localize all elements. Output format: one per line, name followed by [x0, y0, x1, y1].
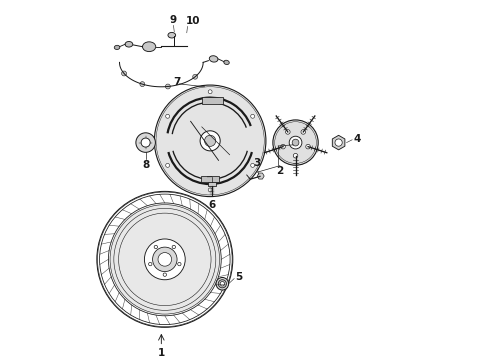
Ellipse shape — [224, 60, 229, 64]
Text: 1: 1 — [158, 348, 165, 358]
Circle shape — [220, 282, 224, 286]
Circle shape — [216, 278, 229, 290]
Circle shape — [289, 136, 302, 149]
Circle shape — [110, 204, 220, 314]
Circle shape — [166, 84, 171, 89]
Circle shape — [154, 85, 266, 197]
Circle shape — [273, 120, 318, 165]
Circle shape — [200, 131, 220, 151]
Circle shape — [286, 130, 290, 134]
Text: 8: 8 — [142, 160, 149, 170]
Circle shape — [141, 138, 150, 147]
Ellipse shape — [168, 32, 175, 38]
Text: 10: 10 — [185, 16, 200, 26]
Circle shape — [108, 203, 221, 316]
Bar — [201, 176, 219, 182]
Ellipse shape — [114, 45, 120, 50]
Circle shape — [148, 262, 152, 266]
Circle shape — [163, 273, 167, 276]
Text: 4: 4 — [353, 134, 361, 144]
Text: 7: 7 — [173, 77, 180, 87]
Circle shape — [122, 71, 126, 76]
Text: 5: 5 — [236, 272, 243, 282]
Circle shape — [193, 74, 197, 79]
Ellipse shape — [143, 42, 156, 51]
Text: 2: 2 — [276, 166, 284, 176]
Circle shape — [208, 188, 212, 192]
Circle shape — [251, 114, 255, 118]
Circle shape — [166, 163, 170, 167]
Circle shape — [172, 245, 175, 249]
Text: 6: 6 — [208, 200, 216, 210]
Circle shape — [154, 245, 157, 249]
Circle shape — [251, 163, 255, 167]
Circle shape — [294, 153, 298, 158]
Text: 3: 3 — [254, 158, 261, 168]
Circle shape — [140, 82, 145, 86]
Ellipse shape — [125, 41, 133, 47]
Circle shape — [136, 133, 155, 152]
Text: 9: 9 — [170, 15, 177, 25]
Circle shape — [335, 139, 342, 146]
Circle shape — [152, 247, 177, 271]
Circle shape — [145, 239, 185, 280]
Circle shape — [158, 253, 172, 266]
Polygon shape — [332, 135, 345, 150]
Circle shape — [301, 130, 306, 134]
Circle shape — [281, 144, 285, 149]
Circle shape — [208, 90, 212, 94]
Bar — [208, 182, 216, 186]
Circle shape — [178, 262, 181, 266]
Ellipse shape — [209, 56, 218, 62]
Circle shape — [292, 139, 299, 146]
Circle shape — [166, 114, 170, 118]
Circle shape — [218, 280, 226, 288]
Circle shape — [306, 144, 310, 149]
Bar — [202, 97, 223, 104]
Circle shape — [204, 135, 216, 147]
Polygon shape — [257, 173, 264, 179]
